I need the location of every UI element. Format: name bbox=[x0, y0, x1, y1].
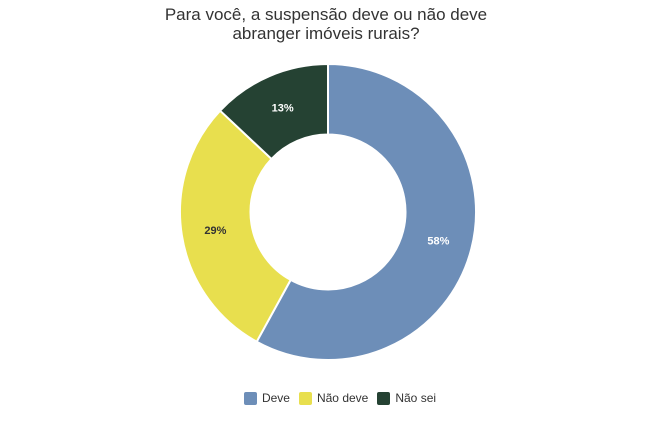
legend-swatch-deve bbox=[243, 392, 257, 405]
legend-label-deve: Deve bbox=[261, 391, 290, 405]
legend-item-deve[interactable]: Deve bbox=[243, 391, 290, 406]
legend-swatch-nao-sei bbox=[377, 392, 391, 405]
chart-title-line-2: abranger imóveis rurais? bbox=[232, 24, 420, 43]
pie-slice-nao-deve[interactable] bbox=[179, 109, 292, 343]
chart-legend: Deve Não deve Não sei bbox=[14, 391, 652, 406]
legend-label-nao-deve: Não deve bbox=[316, 391, 369, 405]
chart-title: Para você, a suspensão deve ou não deve … bbox=[0, 5, 652, 43]
pie-slice-value-label-deve: 58% bbox=[427, 235, 449, 247]
legend-item-nao-deve[interactable]: Não deve bbox=[298, 391, 369, 406]
legend-swatch-nao-deve bbox=[298, 392, 312, 405]
pie-slice-value-label-nao-sei: 13% bbox=[272, 102, 294, 114]
pie-slice-value-label-nao-deve: 29% bbox=[204, 225, 226, 237]
pie-slice-nao-sei[interactable] bbox=[219, 63, 329, 160]
chart-title-line-1: Para você, a suspensão deve ou não deve bbox=[164, 5, 488, 24]
pie-slice-deve[interactable] bbox=[255, 63, 477, 361]
legend-item-nao-sei[interactable]: Não sei bbox=[377, 391, 436, 406]
legend-label-nao-sei: Não sei bbox=[395, 391, 437, 405]
